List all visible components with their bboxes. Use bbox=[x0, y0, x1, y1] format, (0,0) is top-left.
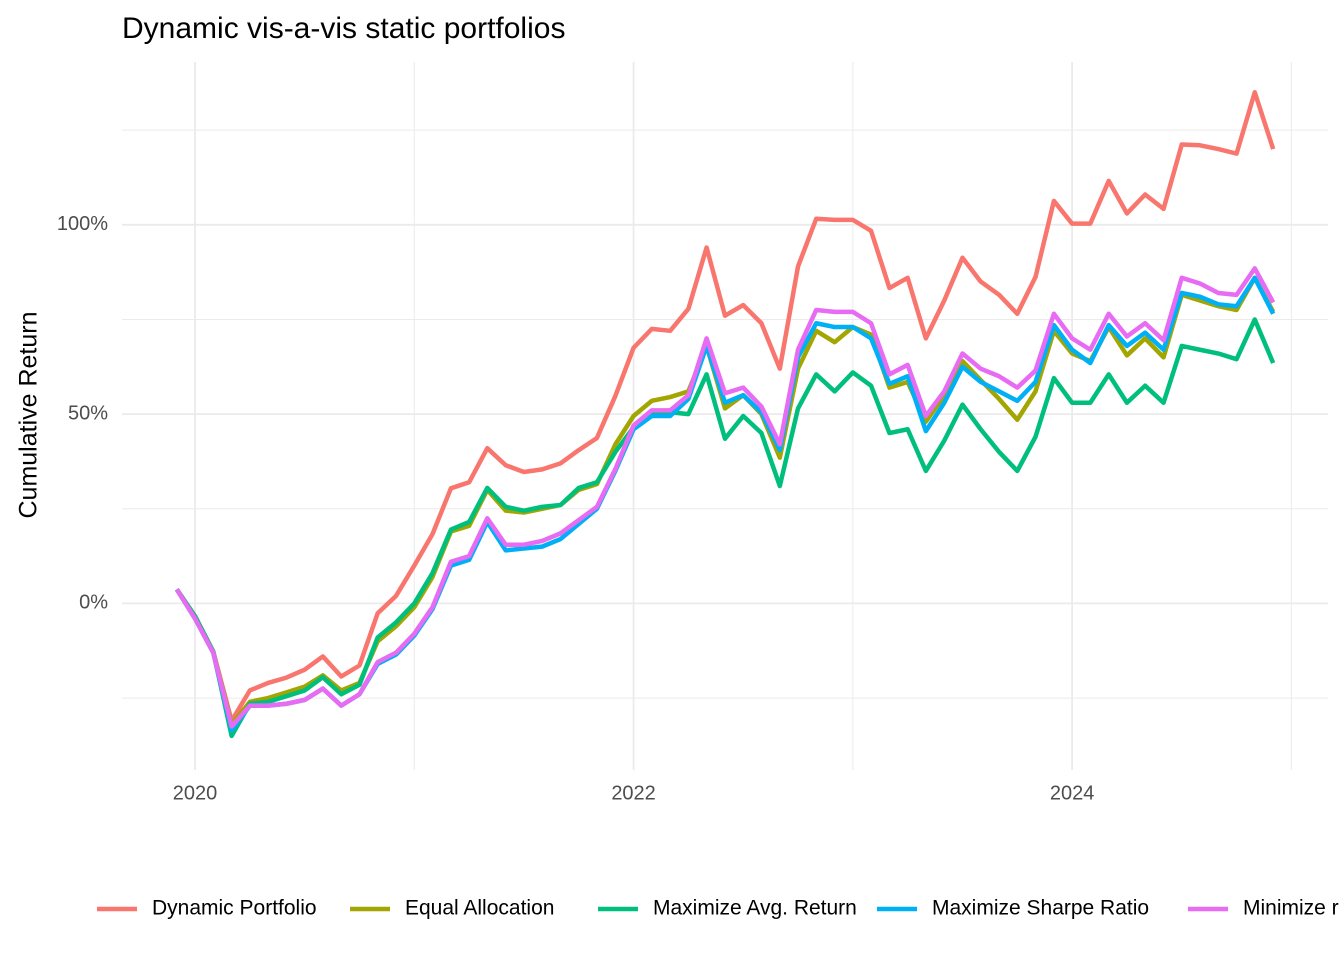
legend-label: Maximize Avg. Return bbox=[653, 897, 857, 920]
series-line bbox=[174, 317, 1276, 739]
series-line bbox=[174, 275, 1276, 727]
series-line bbox=[174, 266, 1276, 729]
y-tick-label: 0% bbox=[79, 592, 108, 614]
legend-label: Minimize r bbox=[1243, 897, 1339, 920]
y-axis-label: Cumulative Return bbox=[15, 311, 43, 518]
x-tick-label: 2024 bbox=[1050, 782, 1095, 804]
y-tick-label: 100% bbox=[57, 213, 108, 235]
chart-title: Dynamic vis-a-vis static portfolios bbox=[122, 12, 565, 45]
x-tick-label: 2022 bbox=[611, 782, 656, 804]
legend-label: Dynamic Portfolio bbox=[152, 897, 317, 920]
series-line bbox=[174, 90, 1276, 724]
legend-label: Maximize Sharpe Ratio bbox=[932, 897, 1149, 920]
legend-label: Equal Allocation bbox=[405, 897, 554, 920]
x-tick-label: 2020 bbox=[173, 782, 218, 804]
y-tick-label: 50% bbox=[68, 402, 108, 424]
series-line bbox=[174, 275, 1276, 733]
